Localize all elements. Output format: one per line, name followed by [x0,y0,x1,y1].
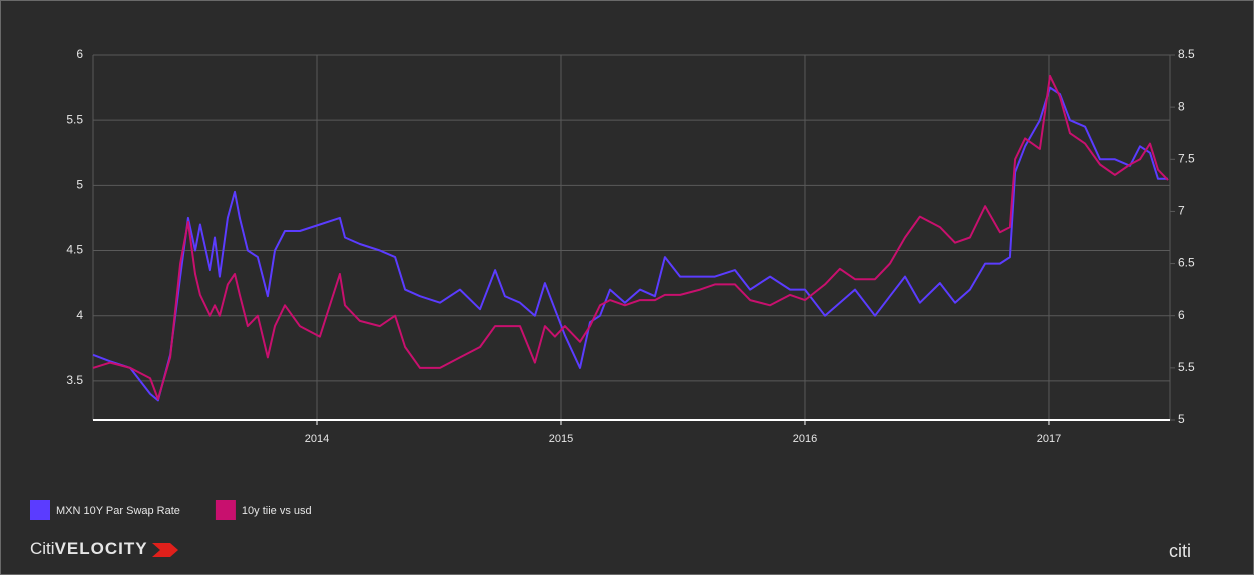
series-line [92,74,1169,401]
y2-tick-label: 5.5 [1178,360,1195,374]
brand-right: citi [1169,541,1191,561]
y-tick-label: 3.5 [66,373,83,387]
y-tick-label: 6 [76,47,83,61]
x-tick-label: 2014 [305,433,329,445]
y2-tick-label: 6.5 [1178,256,1195,270]
y2-tick-label: 6 [1178,308,1185,322]
x-tick-label: 2015 [549,433,573,445]
brand-prefix: Citi [30,539,55,558]
brand-arrow [152,543,178,557]
y-tick-label: 5.5 [66,112,83,126]
y-tick-label: 4 [76,308,83,322]
y-tick-label: 4.5 [66,243,83,257]
legend-swatch [30,500,50,520]
y2-tick-label: 8.5 [1178,47,1195,61]
legend-label: MXN 10Y Par Swap Rate [56,505,180,517]
brand-left: CitiVELOCITY [30,539,148,558]
series-line [92,86,1168,402]
y2-tick-label: 7.5 [1178,151,1195,165]
y2-tick-label: 8 [1178,99,1185,113]
y2-tick-label: 7 [1178,204,1185,218]
brand-name: VELOCITY [55,539,148,558]
x-tick-label: 2016 [793,433,817,445]
legend-label: 10y tiie vs usd [242,505,312,517]
legend-swatch [215,500,236,520]
y-tick-label: 5 [76,178,83,192]
y2-tick-label: 5 [1178,412,1185,426]
x-tick-label: 2017 [1037,433,1061,445]
